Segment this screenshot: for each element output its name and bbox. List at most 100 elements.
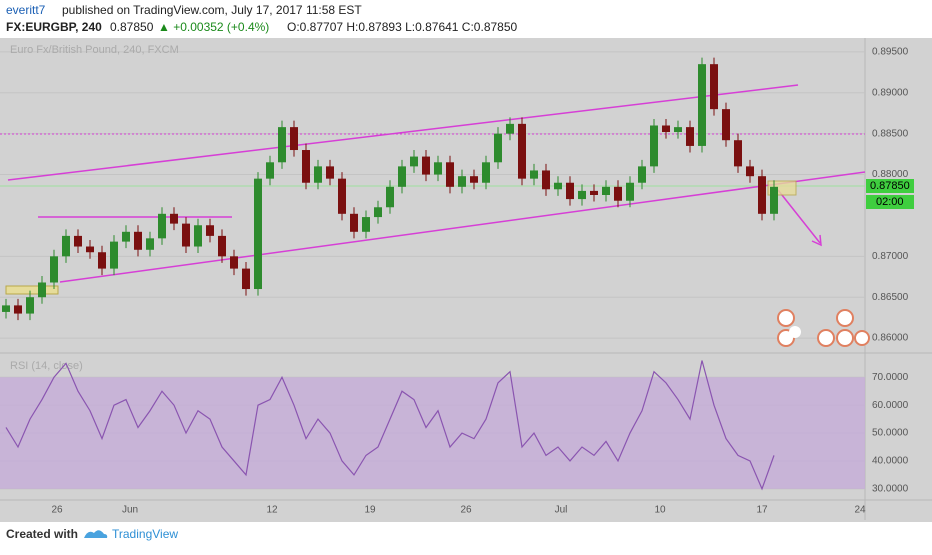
candle-body (350, 213, 358, 232)
candle-body (602, 186, 610, 195)
rsi-line (5, 360, 775, 491)
x-tick-label: Jun (122, 505, 138, 516)
x-tick-label: 12 (266, 505, 278, 516)
candle-body (698, 64, 706, 146)
candle-body (614, 186, 622, 201)
candle-body (182, 223, 190, 247)
candle-body (566, 182, 574, 200)
footer-brand[interactable]: TradingView (112, 527, 178, 541)
trend-line (59, 171, 866, 283)
candle-body (626, 182, 634, 201)
candle-body (506, 123, 514, 134)
candle-body (410, 156, 418, 167)
change: ▲ +0.00352 (+0.4%) (158, 20, 269, 34)
x-tick-label: 24 (854, 505, 866, 516)
candle-body (722, 109, 730, 141)
candle-body (74, 235, 82, 247)
y-tick-label: 40.0000 (872, 456, 909, 467)
footer-bg (0, 522, 932, 550)
price-tag (866, 179, 914, 193)
header-bg (0, 0, 932, 38)
symbol: FX:EURGBP, 240 (6, 20, 102, 34)
y-tick-label: 0.88500 (872, 128, 909, 139)
candle-body (146, 238, 154, 250)
candle-body (242, 268, 250, 290)
trend-line (7, 84, 799, 181)
y-tick-label: 30.0000 (872, 483, 909, 494)
y-tick-label: 0.88000 (872, 169, 909, 180)
y-tick-label: 0.89500 (872, 47, 909, 58)
candle-body (86, 246, 94, 253)
drawings (0, 84, 870, 347)
candle-body (158, 213, 166, 239)
candle-body (278, 127, 286, 163)
x-tick-label: 10 (654, 505, 666, 516)
x-tick-label: 19 (364, 505, 376, 516)
time-tag-label: 02:00 (876, 196, 904, 208)
candle-body (62, 235, 70, 257)
candle-body (314, 166, 322, 183)
author[interactable]: everitt7 (6, 3, 46, 17)
price-tag-label: 0.87850 (870, 180, 910, 192)
candle-body (338, 178, 346, 214)
ohlc: O:0.87707 H:0.87893 L:0.87641 C:0.87850 (287, 20, 518, 34)
candle-body (674, 127, 682, 133)
candle-body (434, 162, 442, 175)
y-tick-label: 0.86500 (872, 292, 909, 303)
candle-body (446, 162, 454, 187)
candle-body (374, 207, 382, 218)
candle-body (206, 225, 214, 236)
x-tick-label: Jul (555, 505, 568, 516)
candle-body (122, 231, 130, 242)
candle-body (686, 127, 694, 146)
candle-body (14, 305, 22, 314)
arrow (777, 189, 821, 244)
candle-body (26, 297, 34, 314)
y-tick-label: 0.86000 (872, 333, 909, 344)
y-tick-label: 50.0000 (872, 428, 909, 439)
candle-body (194, 225, 202, 247)
y-tick-label: 70.0000 (872, 372, 909, 383)
candle-body (770, 186, 778, 214)
x-tick-label: 26 (460, 505, 472, 516)
candle-body (758, 176, 766, 214)
candle-body (458, 176, 466, 187)
y-tick-label: 0.87000 (872, 251, 909, 262)
candle-body (398, 166, 406, 187)
candle-body (362, 217, 370, 232)
rsi-legend: RSI (14, close) (10, 360, 83, 372)
candle-body (38, 282, 46, 298)
candle-body (590, 190, 598, 195)
candle-body (386, 186, 394, 208)
candle-body (170, 213, 178, 224)
x-tick-label: 17 (756, 505, 768, 516)
candle-body (134, 231, 142, 250)
candle-body (482, 162, 490, 183)
candle-body (734, 140, 742, 167)
candle-body (2, 305, 10, 312)
symbol-legend: Euro Fx/British Pound, 240, FXCM (10, 44, 179, 56)
candle-body (110, 241, 118, 269)
candle-body (254, 178, 262, 290)
candle-body (494, 133, 502, 163)
candle-body (542, 170, 550, 190)
footer-text: Created with (6, 527, 78, 541)
candle-body (422, 156, 430, 175)
x-tick-label: 26 (51, 505, 63, 516)
candle-body (530, 170, 538, 179)
rsi-band (0, 377, 865, 489)
candle-body (554, 182, 562, 190)
candle-body (746, 166, 754, 177)
candle-body (326, 166, 334, 179)
published: published on TradingView.com, July 17, 2… (62, 3, 362, 17)
y-tick-label: 60.0000 (872, 400, 909, 411)
candle-body (638, 166, 646, 183)
candle-body (470, 176, 478, 183)
candle-body (662, 125, 670, 133)
candle-body (710, 64, 718, 110)
candle-body (518, 123, 526, 179)
last-price: 0.87850 (110, 20, 154, 34)
event-icons (777, 309, 870, 347)
candle-body (578, 190, 586, 200)
